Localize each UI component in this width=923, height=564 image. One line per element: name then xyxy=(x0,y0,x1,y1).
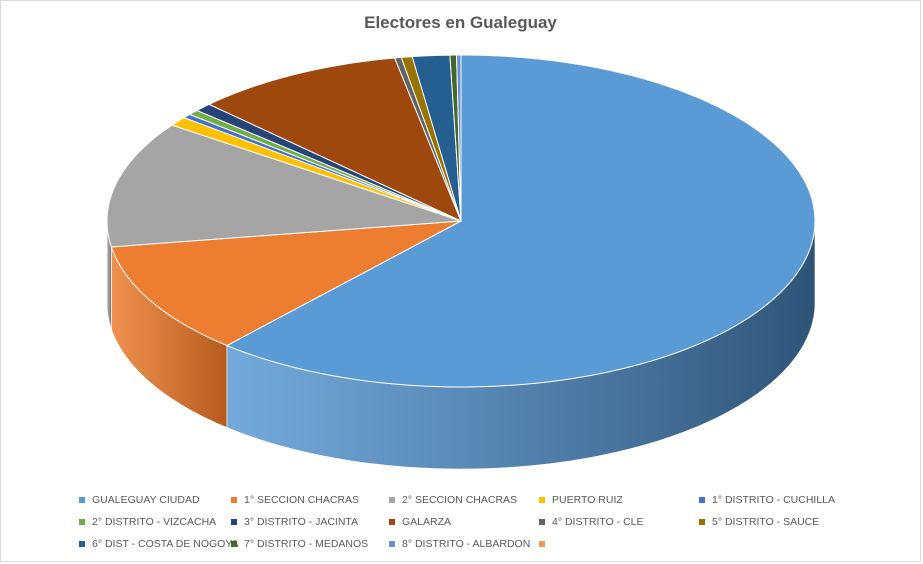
legend-item: 7° DISTRITO - MEDANOS xyxy=(231,537,389,551)
legend-swatch xyxy=(539,497,545,503)
legend-item: 5° DISTRITO - SAUCE xyxy=(699,515,869,529)
legend-swatch xyxy=(699,519,705,525)
legend-label: 2° SECCION CHACRAS xyxy=(402,494,518,506)
legend-item: 1° DISTRITO - CUCHILLA xyxy=(699,493,869,507)
pie-slice-8 xyxy=(207,57,462,222)
legend-swatch xyxy=(389,519,395,525)
legend-item: GUALEGUAY CIUDAD xyxy=(79,493,231,507)
legend-swatch xyxy=(79,519,85,525)
legend-label: PUERTO RUIZ xyxy=(552,494,623,506)
legend-item: 1° SECCION CHACRAS xyxy=(231,493,389,507)
legend-item: 2° SECCION CHACRAS xyxy=(389,493,539,507)
legend-label: 8° DISTRITO - ALBARDON xyxy=(402,538,531,550)
legend-label: 1° DISTRITO - CUCHILLA xyxy=(712,494,836,506)
legend-item: 2° DISTRITO - VIZCACHA xyxy=(79,515,231,529)
legend-label: 4° DISTRITO - CLE xyxy=(552,516,644,528)
legend-label: 1° SECCION CHACRAS xyxy=(244,494,360,506)
legend-item: PUERTO RUIZ xyxy=(539,493,699,507)
legend-label: GALARZA xyxy=(402,516,452,528)
legend-swatch xyxy=(699,497,705,503)
legend-swatch xyxy=(231,497,237,503)
legend-label: 2° DISTRITO - VIZCACHA xyxy=(92,516,217,528)
legend-item: 8° DISTRITO - ALBARDON xyxy=(389,537,539,551)
legend-swatch xyxy=(539,541,545,547)
legend-item: 3° DISTRITO - JACINTA xyxy=(231,515,389,529)
legend-swatch xyxy=(79,497,85,503)
legend-label: 3° DISTRITO - JACINTA xyxy=(244,516,359,528)
legend-label: 7° DISTRITO - MEDANOS xyxy=(244,538,369,550)
legend-label: 6° DIST - COSTA DE NOGOYA xyxy=(92,538,239,550)
legend-swatch xyxy=(389,497,395,503)
chart-title: Electores en Gualeguay xyxy=(364,13,557,32)
legend-swatch xyxy=(231,519,237,525)
pie-slice-13 xyxy=(456,54,462,222)
legend-swatch xyxy=(389,541,395,547)
chart-legend: GUALEGUAY CIUDAD 1° SECCION CHACRAS 2° SEC… xyxy=(79,493,869,551)
pie-slice-11 xyxy=(411,54,462,222)
pie-top-faces xyxy=(106,54,816,388)
legend-item: GALARZA xyxy=(389,515,539,529)
legend-item: 4° DISTRITO - CLE xyxy=(539,515,699,529)
pie-slice-3 xyxy=(106,124,462,248)
legend-swatch xyxy=(539,519,545,525)
legend-item xyxy=(539,537,699,551)
legend-item: 6° DIST - COSTA DE NOGOYA xyxy=(79,537,239,551)
legend-swatch xyxy=(79,541,85,547)
legend-label: 5° DISTRITO - SAUCE xyxy=(712,516,820,528)
pie-slice-2 xyxy=(110,220,462,347)
pie-slice-1 xyxy=(225,54,816,388)
legend-swatch xyxy=(231,541,237,547)
legend-label: GUALEGUAY CIUDAD xyxy=(92,494,200,506)
